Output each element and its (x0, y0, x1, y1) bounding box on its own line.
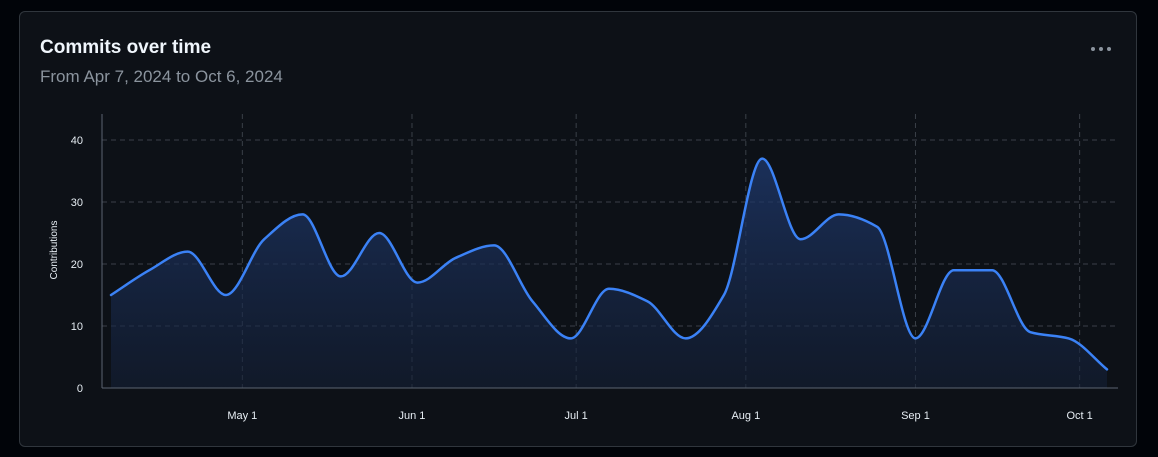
series-area (111, 158, 1107, 388)
x-tick-label: Sep 1 (901, 410, 930, 422)
y-tick-label: 30 (71, 197, 83, 209)
y-axis-label: Contributions (49, 221, 60, 280)
tick-labels: 0 10 20 30 40 May 1 Jun 1 Jul 1 Aug 1 Sep 1 Oct 1 (71, 135, 1093, 422)
y-tick-label: 20 (71, 259, 83, 271)
y-tick-label: 10 (71, 321, 83, 333)
series-line (109, 157, 1109, 371)
x-tick-label: May 1 (227, 410, 257, 422)
x-tick-label: Oct 1 (1066, 410, 1092, 422)
kebab-horizontal-icon[interactable] (1086, 41, 1116, 57)
x-tick-label: Aug 1 (731, 410, 760, 422)
axes (101, 114, 1118, 389)
card-subtitle: From Apr 7, 2024 to Oct 6, 2024 (40, 67, 283, 86)
x-tick-label: Jun 1 (399, 410, 426, 422)
y-tick-label: 40 (71, 135, 83, 147)
y-tick-label: 0 (77, 383, 83, 395)
x-tick-label: Jul 1 (565, 410, 588, 422)
card-title: Commits over time (40, 37, 212, 58)
